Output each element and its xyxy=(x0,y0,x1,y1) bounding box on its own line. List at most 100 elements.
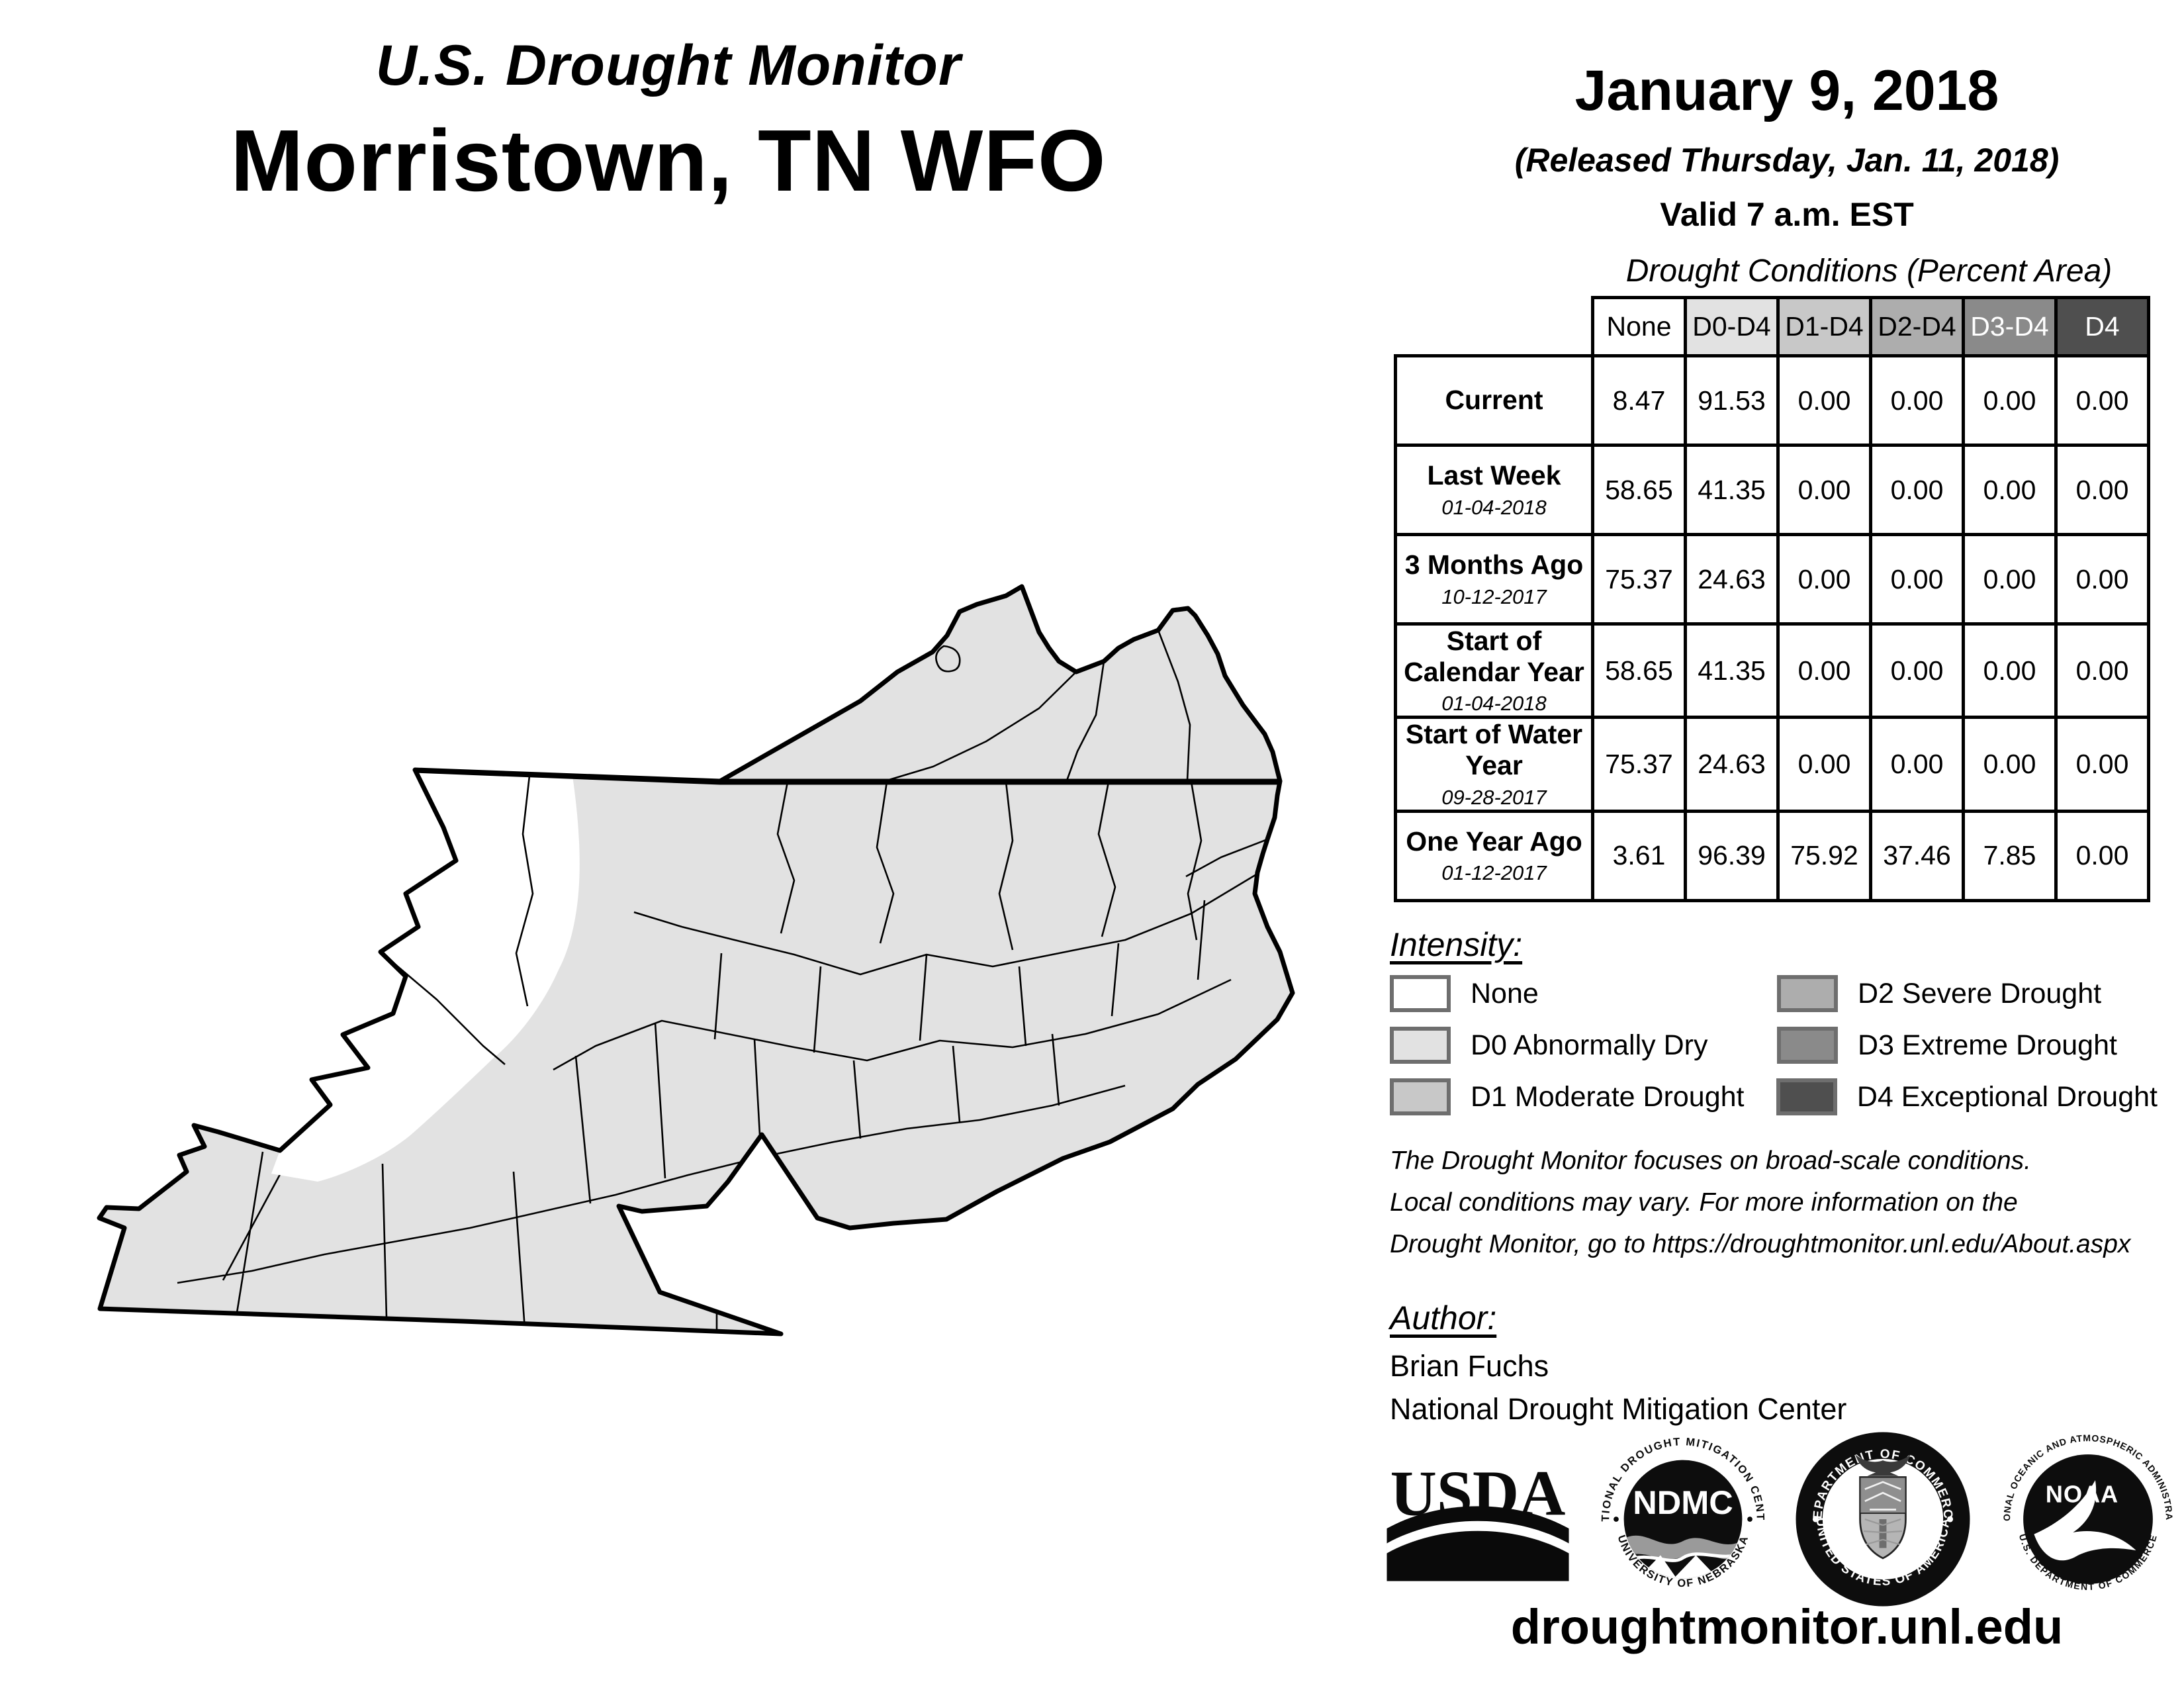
morristown-wfo-county-map xyxy=(66,583,1330,1390)
col-header-none: None xyxy=(1591,296,1687,357)
legend-swatch-d3 xyxy=(1777,1027,1838,1064)
doc-seal: DEPARTMENT OF COMMERCE UNITED STATES OF … xyxy=(1793,1429,1970,1607)
legend-swatch-d0 xyxy=(1390,1027,1451,1064)
ndmc-center-text: NDMC xyxy=(1633,1483,1733,1521)
row-label: Start of Water Year xyxy=(1405,719,1583,781)
no-drought-region xyxy=(271,770,580,1182)
legend-label: D1 Moderate Drought xyxy=(1471,1080,1745,1113)
author-heading: Author: xyxy=(1390,1299,1497,1336)
title-block: U.S. Drought Monitor Morristown, TN WFO xyxy=(159,33,1178,211)
table-row: 3 Months Ago 10-12-2017 75.37 24.63 0.00… xyxy=(1394,533,2150,626)
value-cell: 0.00 xyxy=(1869,354,1965,447)
row-date: 01-04-2018 xyxy=(1441,495,1547,519)
value-cell: 0.00 xyxy=(2054,716,2150,813)
value-cell: 58.65 xyxy=(1591,444,1687,536)
noaa-bird xyxy=(2034,1480,2136,1561)
date-block: January 9, 2018 (Released Thursday, Jan.… xyxy=(1423,58,2151,234)
legend-item-d4: D4 Exceptional Drought xyxy=(1776,1078,2158,1115)
value-cell: 0.00 xyxy=(1776,354,1872,447)
value-cell: 3.61 xyxy=(1591,809,1687,902)
county-borders-none-region xyxy=(380,775,534,1065)
footer-url: droughtmonitor.unl.edu xyxy=(1510,1599,2064,1654)
value-cell: 0.00 xyxy=(1962,716,2058,813)
value-cell: 75.92 xyxy=(1776,809,1872,902)
value-cell: 0.00 xyxy=(1962,622,2058,720)
col-header-d1d4: D1-D4 xyxy=(1776,296,1872,357)
disclaimer: The Drought Monitor focuses on broad-sca… xyxy=(1390,1140,2130,1266)
table-row: Last Week 01-04-2018 58.65 41.35 0.00 0.… xyxy=(1394,444,2150,536)
col-header-d2d4: D2-D4 xyxy=(1869,296,1965,357)
value-cell: 91.53 xyxy=(1684,354,1780,447)
drought-conditions-table: None D0-D4 D1-D4 D2-D4 D3-D4 D4 Current … xyxy=(1394,296,2150,902)
value-cell: 41.35 xyxy=(1684,622,1780,720)
noaa-disc xyxy=(2023,1454,2153,1584)
noaa-center-text: NOAA xyxy=(2046,1481,2118,1508)
value-cell: 7.85 xyxy=(1962,809,2058,902)
legend-label: D2 Severe Drought xyxy=(1858,977,2102,1009)
col-header-d0d4: D0-D4 xyxy=(1684,296,1780,357)
row-label: Start of Calendar Year xyxy=(1404,626,1584,688)
value-cell: 0.00 xyxy=(1869,444,1965,536)
legend-item-d2: D2 Severe Drought xyxy=(1777,975,2101,1012)
legend-label: D4 Exceptional Drought xyxy=(1856,1080,2158,1113)
row-date: 01-12-2017 xyxy=(1441,861,1547,885)
value-cell: 75.37 xyxy=(1591,533,1687,626)
row-label: Current xyxy=(1445,385,1543,416)
value-cell: 24.63 xyxy=(1684,533,1780,626)
ndmc-logo: NATIONAL DROUGHT MITIGATION CENTER UNIVE… xyxy=(1593,1429,1765,1589)
value-cell: 0.00 xyxy=(2054,622,2150,720)
disclaimer-line: Local conditions may vary. For more info… xyxy=(1390,1188,2018,1217)
row-date: 10-12-2017 xyxy=(1441,585,1547,608)
row-date: 09-28-2017 xyxy=(1441,785,1547,809)
col-header-d3d4: D3-D4 xyxy=(1962,296,2058,357)
value-cell: 37.46 xyxy=(1869,809,1965,902)
value-cell: 0.00 xyxy=(1869,622,1965,720)
value-cell: 0.00 xyxy=(2054,533,2150,626)
usda-logo: USDA xyxy=(1387,1458,1569,1581)
table-row: Start of Water Year 09-28-2017 75.37 24.… xyxy=(1394,716,2150,813)
legend-label: D3 Extreme Drought xyxy=(1858,1029,2117,1061)
value-cell: 0.00 xyxy=(1869,716,1965,813)
legend-item-d3: D3 Extreme Drought xyxy=(1777,1027,2117,1064)
legend-label: D0 Abnormally Dry xyxy=(1471,1029,1708,1061)
legend-swatch-none xyxy=(1390,975,1451,1012)
row-label: Last Week xyxy=(1427,460,1561,491)
valid-time: Valid 7 a.m. EST xyxy=(1660,196,1914,233)
usda-swoosh xyxy=(1387,1506,1569,1581)
wfo-area-shape xyxy=(99,586,1293,1334)
agency-logos: USDA NATIONAL DROUGHT MITIGATION CENTER … xyxy=(1382,1423,2184,1609)
col-header-d4: D4 xyxy=(2054,296,2150,357)
legend-swatch-d2 xyxy=(1777,975,1838,1012)
value-cell: 0.00 xyxy=(2054,444,2150,536)
table-row: One Year Ago 01-12-2017 3.61 96.39 75.92… xyxy=(1394,809,2150,902)
value-cell: 0.00 xyxy=(1962,354,2058,447)
disclaimer-line: The Drought Monitor focuses on broad-sca… xyxy=(1390,1147,2032,1175)
map-date: January 9, 2018 xyxy=(1574,59,1999,122)
county-borders xyxy=(177,781,1268,1333)
table-row: Start of Calendar Year 01-04-2018 58.65 … xyxy=(1394,622,2150,720)
value-cell: 0.00 xyxy=(1776,716,1872,813)
region-title: Morristown, TN WFO xyxy=(230,112,1107,209)
table-row: Current 8.47 91.53 0.00 0.00 0.00 0.00 xyxy=(1394,354,2150,447)
row-label: 3 Months Ago xyxy=(1404,549,1584,581)
map-panel xyxy=(66,583,1330,1390)
intensity-legend: None D2 Severe Drought D0 Abnormally Dry… xyxy=(1390,968,2158,1123)
value-cell: 8.47 xyxy=(1591,354,1687,447)
value-cell: 0.00 xyxy=(1962,444,2058,536)
disclaimer-line: Drought Monitor, go to https://droughtmo… xyxy=(1390,1230,2131,1259)
value-cell: 96.39 xyxy=(1684,809,1780,902)
row-label: One Year Ago xyxy=(1406,825,1582,857)
legend-item-d0: D0 Abnormally Dry xyxy=(1390,1027,1777,1064)
released-date: (Released Thursday, Jan. 11, 2018) xyxy=(1514,142,2060,179)
author-org: National Drought Mitigation Center xyxy=(1390,1392,1847,1426)
intensity-heading: Intensity: xyxy=(1390,926,1523,963)
author-name: Brian Fuchs xyxy=(1390,1349,1549,1383)
noaa-logo: NATIONAL OCEANIC AND ATMOSPHERIC ADMINIS… xyxy=(1992,1423,2174,1592)
county-borders-virginia xyxy=(886,630,1191,782)
value-cell: 0.00 xyxy=(1962,533,2058,626)
value-cell: 0.00 xyxy=(1869,533,1965,626)
legend-swatch-d1 xyxy=(1390,1078,1451,1115)
value-cell: 24.63 xyxy=(1684,716,1780,813)
value-cell: 0.00 xyxy=(2054,809,2150,902)
